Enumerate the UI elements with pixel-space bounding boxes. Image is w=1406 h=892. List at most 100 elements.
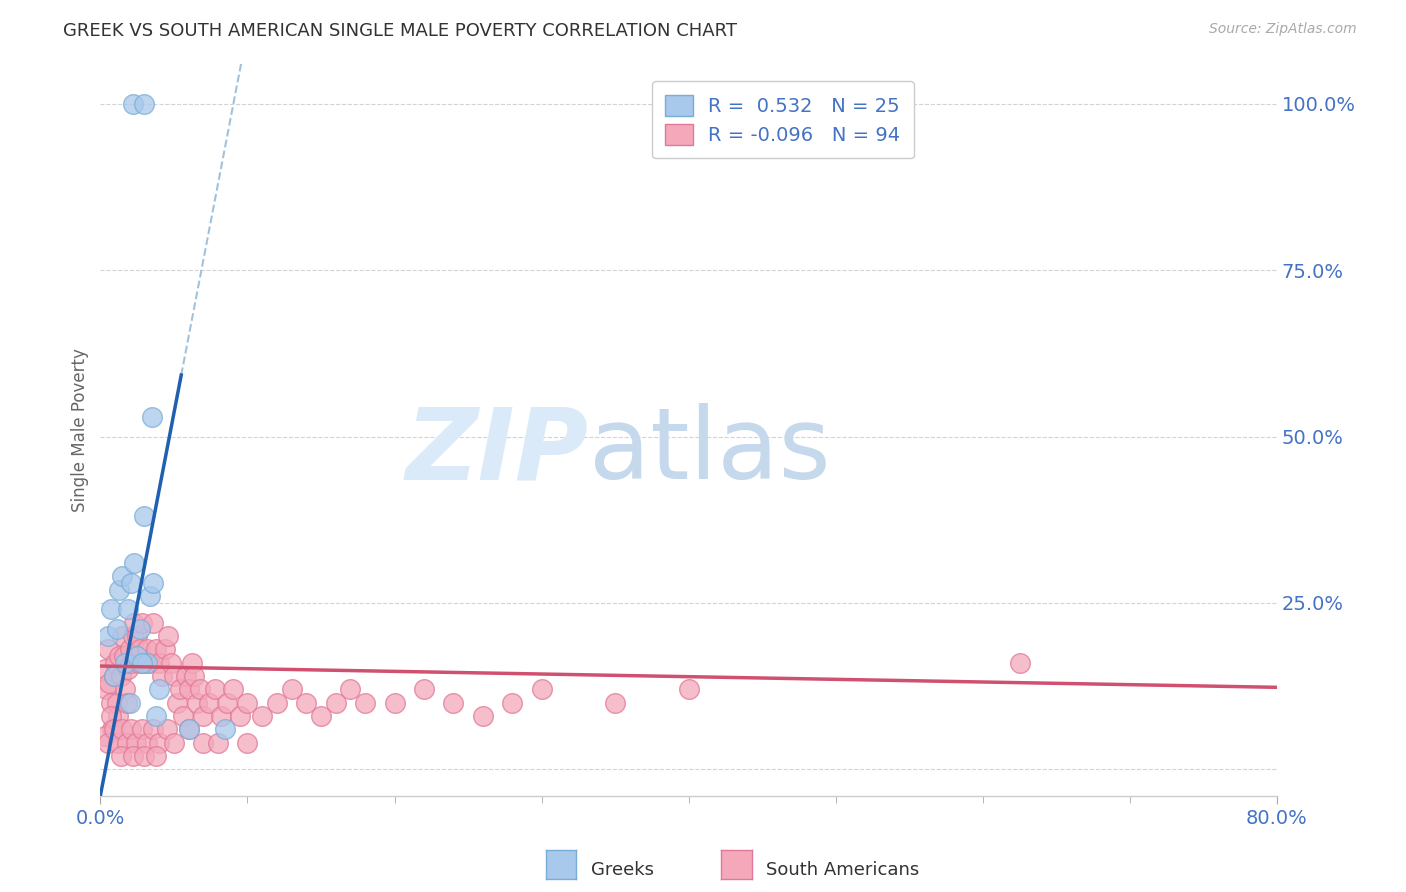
Point [131, 723, 153, 737]
Point [155, 723, 177, 737]
Point [209, 709, 232, 723]
Point [163, 669, 186, 683]
Point [127, 648, 149, 663]
Point [148, 656, 170, 670]
Point [530, 682, 553, 697]
Point [136, 735, 159, 749]
Point [110, 748, 132, 763]
Point [163, 735, 186, 749]
Point [103, 669, 125, 683]
Point [177, 723, 200, 737]
Point [97, 735, 120, 749]
Point [134, 748, 156, 763]
Point [605, 696, 627, 710]
Point [98, 675, 121, 690]
Point [441, 696, 464, 710]
Point [111, 569, 134, 583]
Point [222, 682, 245, 697]
Point [100, 696, 122, 710]
Point [142, 575, 165, 590]
Point [142, 723, 165, 737]
Point [118, 642, 141, 657]
Point [104, 656, 127, 670]
Point [103, 669, 125, 683]
Point [501, 696, 523, 710]
Point [250, 709, 273, 723]
Point [471, 709, 494, 723]
Point [215, 696, 238, 710]
Point [122, 615, 145, 630]
Point [134, 656, 156, 670]
Point [193, 735, 215, 749]
Point [94, 662, 117, 676]
Point [115, 696, 138, 710]
Point [105, 696, 128, 710]
Point [193, 709, 215, 723]
Point [108, 582, 131, 597]
Point [183, 669, 205, 683]
Point [114, 656, 136, 670]
Point [160, 656, 183, 670]
Point [129, 623, 152, 637]
Point [115, 735, 138, 749]
Point [266, 696, 288, 710]
Point [236, 735, 259, 749]
Point [129, 642, 152, 657]
Point [134, 509, 156, 524]
Point [117, 662, 139, 676]
Point [145, 642, 167, 657]
Point [97, 642, 120, 657]
Point [121, 97, 143, 112]
Point [120, 656, 142, 670]
Point [136, 656, 159, 670]
Point [124, 648, 146, 663]
Point [110, 669, 132, 683]
Point [101, 723, 124, 737]
Point [678, 682, 700, 697]
Point [169, 682, 191, 697]
Text: Greeks: Greeks [591, 861, 654, 879]
Point [309, 709, 332, 723]
Point [148, 682, 170, 697]
Point [236, 696, 259, 710]
Point [117, 602, 139, 616]
Point [150, 669, 173, 683]
Text: Source: ZipAtlas.com: Source: ZipAtlas.com [1209, 22, 1357, 37]
Point [295, 696, 318, 710]
Point [198, 696, 221, 710]
Point [111, 723, 134, 737]
Text: ZIP: ZIP [406, 403, 589, 500]
Point [141, 409, 163, 424]
Point [207, 735, 229, 749]
Y-axis label: Single Male Poverty: Single Male Poverty [72, 348, 89, 512]
Point [124, 735, 146, 749]
Point [280, 682, 302, 697]
Point [105, 623, 128, 637]
Text: atlas: atlas [589, 403, 831, 500]
Point [325, 696, 347, 710]
Point [153, 642, 176, 657]
Point [122, 556, 145, 570]
Point [142, 615, 165, 630]
Point [166, 696, 188, 710]
Point [108, 648, 131, 663]
Point [127, 629, 149, 643]
Point [131, 656, 153, 670]
Point [384, 696, 406, 710]
Point [1008, 656, 1031, 670]
Point [100, 709, 122, 723]
Point [111, 629, 134, 643]
Point [131, 615, 153, 630]
Point [339, 682, 361, 697]
Point [96, 682, 118, 697]
Point [190, 682, 212, 697]
Point [186, 696, 208, 710]
Point [118, 696, 141, 710]
Point [172, 709, 194, 723]
Point [112, 648, 135, 663]
Legend: R =  0.532   N = 25, R = -0.096   N = 94: R = 0.532 N = 25, R = -0.096 N = 94 [652, 81, 914, 159]
Point [107, 709, 129, 723]
Point [145, 709, 167, 723]
Point [94, 729, 117, 743]
Point [174, 669, 197, 683]
